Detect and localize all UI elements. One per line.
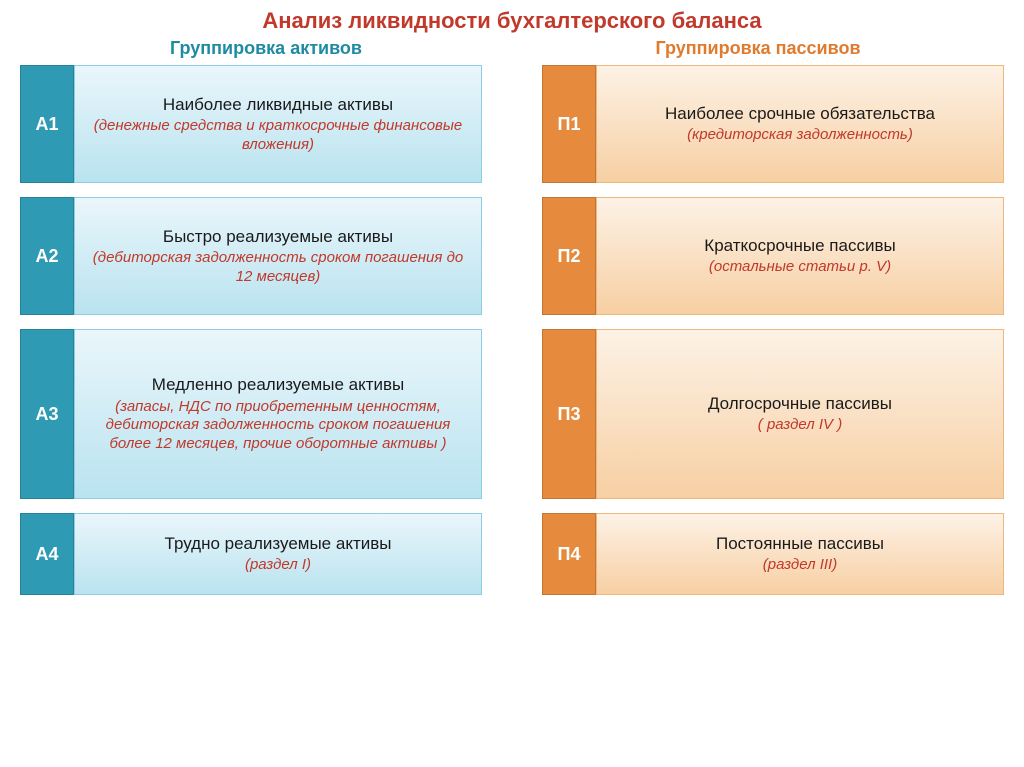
liability-item: П3 Долгосрочные пассивы ( раздел IV ) — [542, 329, 1004, 499]
liability-item-title: Краткосрочные пассивы — [611, 235, 989, 256]
liability-content: Долгосрочные пассивы ( раздел IV ) — [596, 329, 1004, 499]
asset-item-detail: (дебиторская задолженность сроком погаше… — [89, 249, 467, 287]
asset-item: А2Быстро реализуемые активы(дебиторская … — [20, 197, 482, 315]
liability-item-detail: (остальные статьи р. V) — [611, 258, 989, 277]
liability-content: Краткосрочные пассивы (остальные статьи р… — [596, 197, 1004, 315]
asset-item-title: Трудно реализуемые активы — [89, 533, 467, 554]
liability-item-detail: (кредиторская задолженность) — [611, 126, 989, 145]
asset-badge: А2 — [20, 197, 74, 315]
liability-content: Наиболее срочные обязательства (кредиторс… — [596, 65, 1004, 183]
liability-item-title: Наиболее срочные обязательства — [611, 103, 989, 124]
liabilities-column: П1 Наиболее срочные обязательства (кредито… — [542, 65, 1004, 595]
asset-content: Медленно реализуемые активы (запасы, НДС … — [74, 329, 482, 499]
asset-item: А4 Трудно реализуемые активы (раздел I) — [20, 513, 482, 595]
asset-badge: А3 — [20, 329, 74, 499]
liability-badge: П3 — [542, 329, 596, 499]
subtitle-liabilities: Группировка пассивов — [512, 38, 1004, 59]
assets-column: А1Наиболее ликвидные активы(денежные сре… — [20, 65, 482, 595]
asset-content: Трудно реализуемые активы (раздел I) — [74, 513, 482, 595]
liability-item-title: Долгосрочные пассивы — [611, 393, 989, 414]
main-title: Анализ ликвидности бухгалтерского баланс… — [20, 8, 1004, 34]
subtitles-row: Группировка активов Группировка пассивов — [20, 38, 1004, 59]
liability-badge: П2 — [542, 197, 596, 315]
liability-item: П2 Краткосрочные пассивы (остальные статьи… — [542, 197, 1004, 315]
asset-item-title: Быстро реализуемые активы — [89, 226, 467, 247]
asset-item-detail: (запасы, НДС по приобретенным ценностям,… — [89, 398, 467, 454]
liability-badge: П1 — [542, 65, 596, 183]
asset-item-title: Медленно реализуемые активы — [89, 374, 467, 395]
asset-item-title: Наиболее ликвидные активы — [89, 94, 467, 115]
liability-item: П1 Наиболее срочные обязательства (кредито… — [542, 65, 1004, 183]
asset-item-detail: (денежные средства и краткосрочные финан… — [89, 117, 467, 155]
liability-item-title: Постоянные пассивы — [611, 533, 989, 554]
columns: А1Наиболее ликвидные активы(денежные сре… — [20, 65, 1004, 595]
asset-item-detail: (раздел I) — [89, 556, 467, 575]
subtitle-assets: Группировка активов — [20, 38, 512, 59]
asset-item: А3 Медленно реализуемые активы (запасы, НД… — [20, 329, 482, 499]
liability-item-detail: (раздел III) — [611, 556, 989, 575]
asset-content: Быстро реализуемые активы(дебиторская за… — [74, 197, 482, 315]
liability-badge: П4 — [542, 513, 596, 595]
asset-badge: А1 — [20, 65, 74, 183]
liability-content: Постоянные пассивы (раздел III) — [596, 513, 1004, 595]
asset-badge: А4 — [20, 513, 74, 595]
asset-content: Наиболее ликвидные активы(денежные средс… — [74, 65, 482, 183]
liability-item-detail: ( раздел IV ) — [611, 416, 989, 435]
asset-item: А1Наиболее ликвидные активы(денежные сре… — [20, 65, 482, 183]
liability-item: П4 Постоянные пассивы (раздел III) — [542, 513, 1004, 595]
